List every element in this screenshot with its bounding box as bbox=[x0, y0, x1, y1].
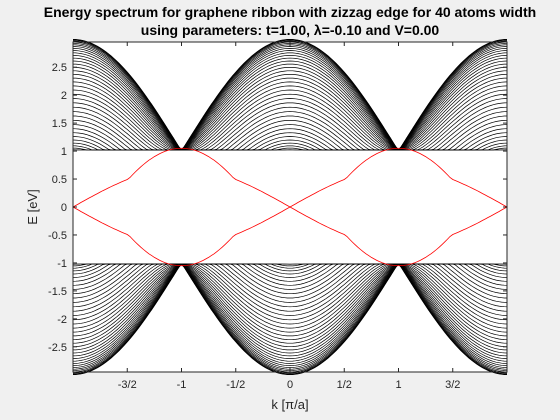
y-tick-label: 0 bbox=[61, 202, 67, 214]
bulk-band-line bbox=[72, 263, 508, 308]
x-tick-label: 1/2 bbox=[337, 379, 352, 391]
y-tick-label: -1.5 bbox=[48, 286, 67, 298]
y-tick-label: 1 bbox=[61, 146, 67, 158]
bulk-band-line bbox=[72, 85, 508, 151]
x-tick-label: 3/2 bbox=[445, 379, 460, 391]
y-tick-label: 1.5 bbox=[52, 118, 67, 130]
y-tick-label: -2.5 bbox=[48, 342, 67, 354]
bulk-band-line bbox=[72, 263, 508, 362]
bulk-band-line bbox=[72, 66, 508, 151]
bulk-band-line bbox=[72, 60, 508, 151]
bulk-band-line bbox=[72, 46, 508, 151]
bulk-band-line bbox=[72, 89, 508, 151]
bulk-band-line bbox=[73, 263, 507, 351]
bulk-band-line bbox=[72, 57, 508, 151]
bulk-band-line bbox=[72, 48, 508, 151]
y-tick-label: -1 bbox=[57, 258, 67, 270]
bulk-band-line bbox=[73, 63, 507, 151]
axis-ticks: -3/2 -1 -1/2 0 1/2 1 3/2 2.5 2 1.5 1 0.5 0 -0.5 -1 -1.5… bbox=[48, 42, 507, 391]
bulk-band-line bbox=[72, 263, 508, 348]
chart-title-line1: Energy spectrum for graphene ribbon with… bbox=[44, 4, 536, 20]
bulk-band-line bbox=[72, 102, 508, 151]
bulk-band-line bbox=[72, 98, 508, 151]
edge-band-line bbox=[72, 147, 508, 267]
bulk-band-line bbox=[72, 73, 508, 151]
bulk-band-line bbox=[73, 70, 507, 151]
bulk-band-line bbox=[72, 93, 508, 151]
bulk-band-line bbox=[73, 263, 507, 344]
bulk-band-line bbox=[72, 263, 508, 316]
bulk-band-line bbox=[72, 263, 508, 374]
bulk-band-line bbox=[72, 263, 508, 354]
bulk-band-line bbox=[72, 106, 508, 151]
bulk-band-line bbox=[73, 77, 507, 151]
bulk-band-line bbox=[72, 263, 508, 341]
x-tick-label: 0 bbox=[287, 379, 293, 391]
x-tick-label: -1 bbox=[177, 379, 187, 391]
bulk-band-line bbox=[73, 263, 507, 359]
bulk-band-line bbox=[72, 81, 508, 151]
x-tick-label: -1/2 bbox=[226, 379, 245, 391]
bulk-band-line bbox=[72, 263, 508, 368]
axes-box bbox=[72, 41, 508, 373]
x-tick-label: -3/2 bbox=[118, 379, 137, 391]
x-axis-label: k [π/a] bbox=[271, 397, 308, 412]
bulk-band-line bbox=[72, 263, 508, 366]
bulk-band-line bbox=[72, 50, 508, 151]
bulk-band-line bbox=[72, 263, 508, 357]
bulk-band-line bbox=[72, 52, 508, 151]
bulk-band-line bbox=[72, 263, 508, 329]
y-tick-label: -0.5 bbox=[48, 230, 67, 242]
x-tick-label: 1 bbox=[395, 379, 401, 391]
bulk-band-line bbox=[73, 263, 507, 337]
chart-title-line2: using parameters: t=1.00, λ=-0.10 and V=… bbox=[141, 22, 440, 38]
y-tick-label: 2 bbox=[61, 90, 67, 102]
y-tick-label: -2 bbox=[57, 314, 67, 326]
y-tick-label: 2.5 bbox=[52, 62, 67, 74]
bulk-band-line bbox=[72, 263, 508, 312]
bulk-band-line bbox=[72, 263, 508, 333]
bulk-band-line bbox=[72, 263, 508, 364]
bulk-band-line bbox=[72, 40, 508, 151]
y-axis-label: E [eV] bbox=[25, 189, 40, 224]
bulk-band-line bbox=[72, 263, 508, 325]
bulk-band-line bbox=[72, 263, 508, 321]
y-tick-label: 0.5 bbox=[52, 174, 67, 186]
bulk-band-line bbox=[73, 55, 507, 151]
